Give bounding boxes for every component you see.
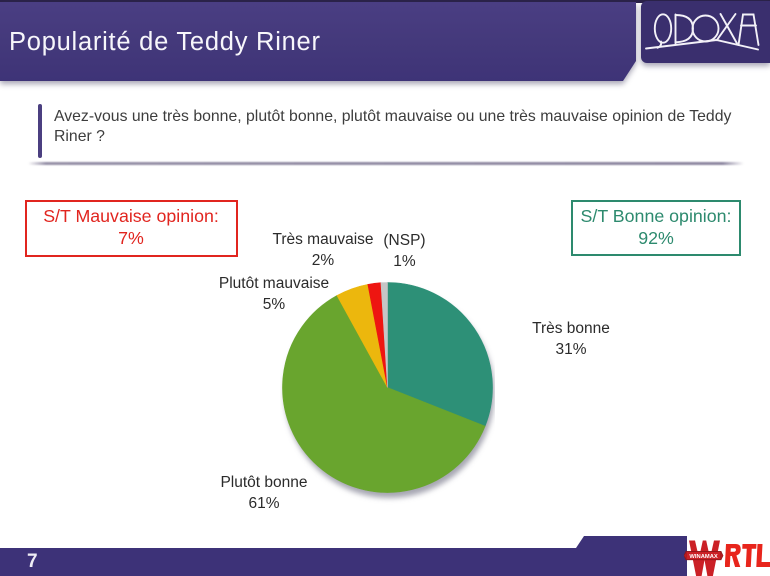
svg-text:WINAMAX: WINAMAX — [689, 553, 717, 559]
